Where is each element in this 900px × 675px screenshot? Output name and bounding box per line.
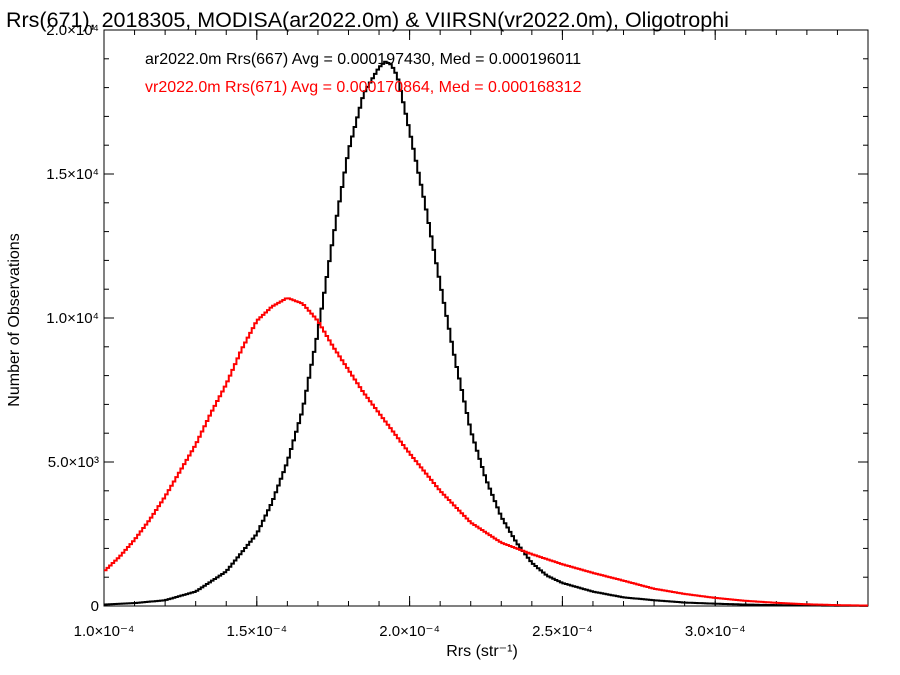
x-axis-label: Rrs (str⁻¹) bbox=[446, 643, 518, 660]
legend-entry-red: vr2022.0m Rrs(671) Avg = 0.000170864, Me… bbox=[145, 79, 582, 96]
legend-entry-black: ar2022.0m Rrs(667) Avg = 0.000197430, Me… bbox=[145, 51, 581, 68]
x-tick-label: 2.5×10⁻⁴ bbox=[532, 623, 593, 640]
y-tick-label: 1.0×10⁴ bbox=[46, 310, 99, 327]
y-tick-label: 0 bbox=[91, 598, 99, 615]
series-line-red bbox=[104, 297, 868, 607]
plot-frame bbox=[103, 29, 869, 607]
x-tick-label: 3.0×10⁻⁴ bbox=[685, 623, 746, 640]
y-tick-label: 2.0×10⁴ bbox=[46, 22, 99, 39]
y-axis-label: Number of Observations bbox=[6, 233, 23, 406]
y-tick-label: 5.0×10³ bbox=[48, 454, 99, 471]
x-tick-label: 2.0×10⁻⁴ bbox=[379, 623, 440, 640]
chart-title: Rrs(671), 2018305, MODISA(ar2022.0m) & V… bbox=[6, 8, 729, 32]
series-line-black bbox=[104, 60, 868, 607]
x-tick-label: 1.5×10⁻⁴ bbox=[226, 623, 287, 640]
x-tick-label: 1.0×10⁻⁴ bbox=[74, 623, 135, 640]
axes: 1.0×10⁻⁴ 1.5×10⁻⁴ 2.0×10⁻⁴ 2.5×10⁻⁴ 3.0×10⁻⁴… bbox=[46, 22, 869, 640]
y-tick-label: 1.5×10⁴ bbox=[46, 166, 99, 183]
series-layer bbox=[104, 60, 868, 607]
